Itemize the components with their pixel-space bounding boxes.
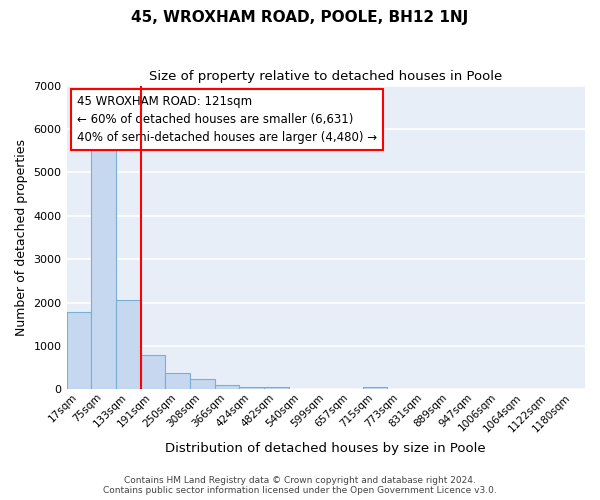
X-axis label: Distribution of detached houses by size in Poole: Distribution of detached houses by size … bbox=[166, 442, 486, 455]
Bar bbox=[190, 379, 215, 390]
Bar bbox=[239, 387, 264, 390]
Bar bbox=[67, 312, 91, 390]
Text: 45, WROXHAM ROAD, POOLE, BH12 1NJ: 45, WROXHAM ROAD, POOLE, BH12 1NJ bbox=[131, 10, 469, 25]
Bar bbox=[140, 354, 165, 390]
Bar bbox=[91, 138, 116, 390]
Y-axis label: Number of detached properties: Number of detached properties bbox=[15, 139, 28, 336]
Bar bbox=[363, 387, 388, 390]
Bar bbox=[264, 387, 289, 390]
Bar bbox=[215, 384, 239, 390]
Title: Size of property relative to detached houses in Poole: Size of property relative to detached ho… bbox=[149, 70, 502, 83]
Text: Contains HM Land Registry data © Crown copyright and database right 2024.
Contai: Contains HM Land Registry data © Crown c… bbox=[103, 476, 497, 495]
Bar bbox=[116, 300, 140, 390]
Bar bbox=[165, 374, 190, 390]
Text: 45 WROXHAM ROAD: 121sqm
← 60% of detached houses are smaller (6,631)
40% of semi: 45 WROXHAM ROAD: 121sqm ← 60% of detache… bbox=[77, 94, 377, 144]
